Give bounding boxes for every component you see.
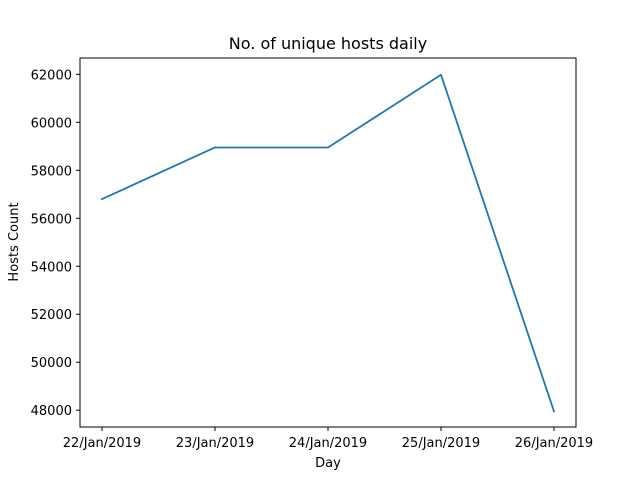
y-axis-ticks: 48000 50000 52000 54000 56000 58000 60000 62000 <box>31 68 80 419</box>
x-axis-label: Day <box>315 456 341 471</box>
y-tick-label: 50000 <box>31 356 72 371</box>
data-point <box>101 198 103 200</box>
y-tick-label: 48000 <box>31 404 72 419</box>
data-point <box>214 146 216 149</box>
y-tick-label: 56000 <box>31 212 72 227</box>
data-point <box>553 410 555 413</box>
plot-area-frame <box>79 57 577 428</box>
y-tick-label: 58000 <box>31 164 72 179</box>
y-tick-label: 54000 <box>31 260 72 275</box>
x-tick-label: 25/Jan/2019 <box>402 436 480 451</box>
data-point <box>327 146 329 149</box>
chart-title: No. of unique hosts daily <box>229 34 427 53</box>
y-tick-label: 62000 <box>31 68 72 83</box>
x-tick-label: 23/Jan/2019 <box>176 436 254 451</box>
x-tick-label: 26/Jan/2019 <box>515 436 593 451</box>
y-tick-label: 60000 <box>31 116 72 131</box>
series-line <box>101 73 555 413</box>
x-axis-ticks: 22/Jan/2019 23/Jan/2019 24/Jan/2019 25/Jan/… <box>63 427 593 451</box>
data-point <box>440 73 442 76</box>
x-tick-label: 24/Jan/2019 <box>289 436 367 451</box>
x-tick-label: 22/Jan/2019 <box>63 436 141 451</box>
series-layer <box>101 73 555 413</box>
y-tick-label: 52000 <box>31 308 72 323</box>
y-axis-label: Hosts Count <box>7 202 22 281</box>
